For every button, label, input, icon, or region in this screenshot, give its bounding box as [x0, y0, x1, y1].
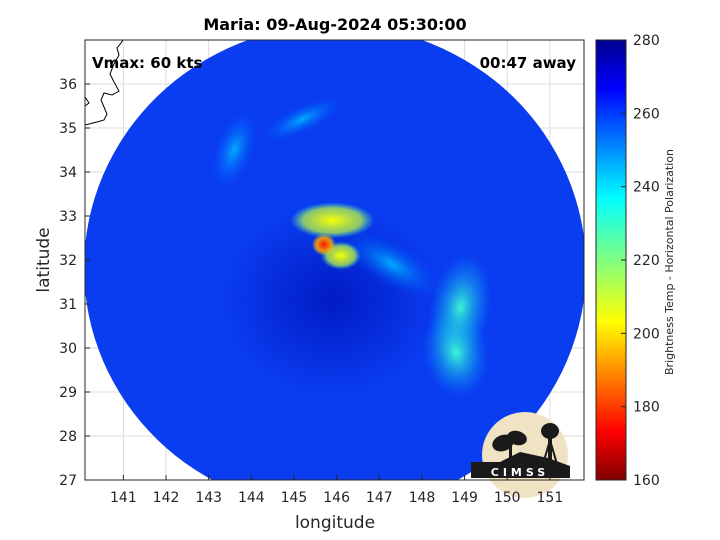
colorbar-tick-label: 280 — [633, 33, 660, 49]
y-tick-label: 30 — [59, 341, 77, 357]
colorbar-ticks: 160 180 200 220 240 260 280 — [621, 33, 660, 489]
coastline — [85, 40, 124, 126]
northwest-band — [210, 109, 258, 191]
eyewall-core — [311, 233, 336, 256]
y-tick-label: 27 — [59, 473, 77, 489]
x-tick-label: 148 — [409, 490, 436, 506]
y-axis-label: latitude — [34, 227, 54, 292]
x-tick-label: 145 — [281, 490, 308, 506]
x-tick-label: 146 — [323, 490, 350, 506]
y-tick-label: 35 — [59, 121, 77, 137]
spiral-band-east — [343, 230, 441, 298]
y-tick-label: 36 — [59, 77, 77, 93]
y-axis: 27 28 29 30 31 32 33 34 35 36 — [59, 77, 90, 489]
x-tick-label: 149 — [451, 490, 478, 506]
microwave-swath — [85, 40, 584, 480]
y-tick-label: 29 — [59, 385, 77, 401]
x-tick-label: 144 — [238, 490, 265, 506]
x-axis: 141 142 143 144 145 146 147 148 149 150 151 — [110, 475, 563, 506]
cimss-logo: CIMSS — [471, 412, 570, 498]
x-tick-label: 150 — [494, 490, 521, 506]
x-axis-label: longitude — [295, 513, 375, 533]
logo-text: CIMSS — [491, 466, 549, 479]
spiral-band-south — [423, 307, 489, 398]
y-tick-label: 34 — [59, 165, 77, 181]
colorbar-tick-label: 240 — [633, 180, 660, 196]
time-away-label: 00:47 away — [480, 54, 577, 72]
north-band — [261, 96, 344, 143]
colorbar-tick-label: 260 — [633, 106, 660, 122]
y-tick-label: 31 — [59, 297, 77, 313]
x-tick-label: 142 — [153, 490, 180, 506]
y-tick-label: 33 — [59, 209, 77, 225]
colorbar-tick-label: 180 — [633, 400, 660, 416]
colorbar-tick-label: 220 — [633, 253, 660, 269]
colorbar: 160 180 200 220 240 260 280 Brightness Temp - … — [595, 33, 676, 489]
x-tick-label: 151 — [537, 490, 564, 506]
y-tick-label: 28 — [59, 429, 77, 445]
chart-title: Maria: 09-Aug-2024 05:30:00 — [203, 15, 466, 34]
inner-ring-north — [290, 202, 375, 239]
x-tick-label: 147 — [366, 490, 393, 506]
vmax-label: Vmax: 60 kts — [92, 54, 202, 72]
x-tick-label: 141 — [110, 490, 137, 506]
colorbar-label: Brightness Temp - Horizontal Polarizatio… — [663, 149, 676, 375]
colorbar-tick-label: 200 — [633, 326, 660, 342]
x-tick-label: 143 — [195, 490, 222, 506]
rain-features — [210, 96, 492, 398]
colorbar-tick-label: 160 — [633, 473, 660, 489]
y-tick-label: 32 — [59, 253, 77, 269]
